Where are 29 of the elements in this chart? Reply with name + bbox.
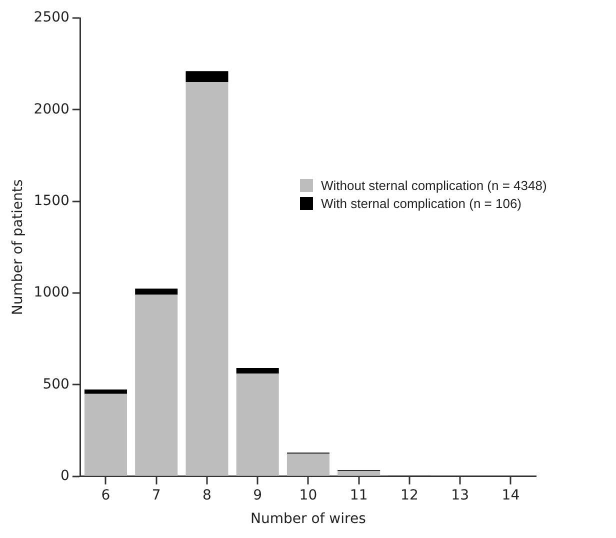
y-tick-label: 2000	[34, 101, 70, 118]
bar	[236, 368, 279, 374]
x-tick-label: 8	[202, 487, 212, 504]
y-tick-label: 0	[60, 468, 70, 484]
x-tick-label: 6	[101, 487, 110, 504]
x-tick-label: 11	[350, 487, 368, 504]
bar	[186, 82, 228, 476]
y-tick-label: 500	[42, 376, 70, 392]
x-tick-label: 9	[253, 487, 262, 504]
x-tick-label: 12	[400, 487, 418, 504]
legend-label: Without sternal complication (n = 4348)	[321, 178, 547, 193]
bar	[84, 389, 127, 394]
bar	[84, 394, 127, 476]
x-axis-title: Number of wires	[250, 511, 366, 528]
legend-label: With sternal complication (n = 106)	[321, 196, 522, 211]
y-tick-label: 1500	[34, 193, 70, 209]
bar	[135, 294, 178, 476]
bar	[286, 453, 330, 476]
x-tick-label: 13	[451, 487, 469, 504]
x-tick-label: 10	[299, 487, 318, 504]
bar	[186, 71, 228, 82]
bar	[338, 470, 380, 476]
x-tick-label: 14	[502, 487, 520, 504]
x-tick-label: 7	[152, 487, 161, 504]
y-tick-label: 2500	[34, 10, 70, 26]
y-tick-label: 1000	[34, 284, 70, 301]
bar	[236, 374, 279, 476]
bar	[135, 288, 178, 295]
y-axis-title: Number of patients	[10, 179, 26, 316]
